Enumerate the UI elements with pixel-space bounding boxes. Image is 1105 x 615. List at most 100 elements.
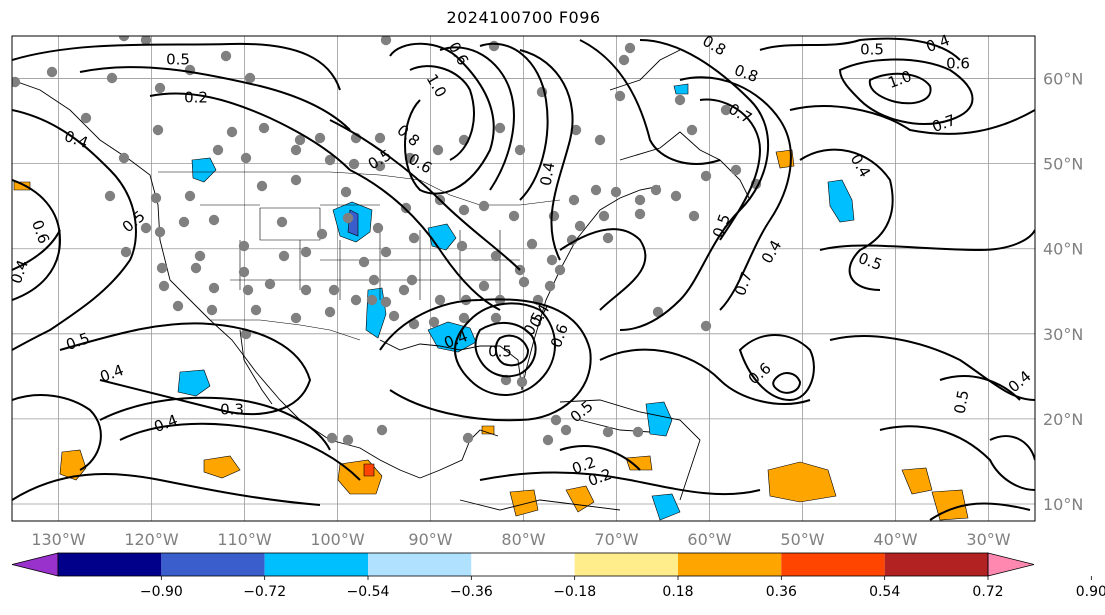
political-borders xyxy=(158,171,561,341)
map-title: 2024100700 F096 xyxy=(446,8,601,27)
station-dot xyxy=(244,72,256,84)
station-dot xyxy=(314,132,326,144)
colorbar-segment xyxy=(574,553,678,576)
station-dot xyxy=(158,280,170,292)
colorbar-tick-label: −0.36 xyxy=(450,584,493,600)
station-dot xyxy=(380,36,392,46)
station-dot xyxy=(240,152,252,164)
station-dot xyxy=(300,284,312,296)
station-dot xyxy=(700,320,712,332)
contour-label: 0.4 xyxy=(537,161,559,188)
station-dot xyxy=(340,186,352,198)
station-dot xyxy=(602,232,614,244)
station-dot xyxy=(478,200,490,212)
station-dot xyxy=(514,144,526,156)
station-dot xyxy=(602,426,614,438)
station-dot xyxy=(374,132,386,144)
colorbar-tick-label: −0.54 xyxy=(347,584,390,600)
lon-tick-label: 130°W xyxy=(31,530,86,549)
station-dot xyxy=(46,66,58,78)
station-dot xyxy=(566,234,578,246)
station-dot xyxy=(488,40,500,52)
lon-tick-label: 90°W xyxy=(408,530,452,549)
positive-shading xyxy=(13,149,969,521)
station-dot xyxy=(494,122,506,134)
contour-label: 0.5 xyxy=(860,41,884,59)
station-dot xyxy=(226,126,238,138)
station-dot xyxy=(526,238,538,250)
station-dot xyxy=(206,304,218,316)
station-dot xyxy=(670,190,682,202)
colorbar-segment xyxy=(58,553,162,576)
latitude-labels: 60°N 50°N 40°N 30°N 20°N 10°N xyxy=(1043,70,1083,514)
station-dot xyxy=(554,264,566,276)
station-dot xyxy=(406,274,418,286)
map-frame xyxy=(11,35,1036,522)
station-dot xyxy=(156,262,168,274)
station-dot xyxy=(120,246,132,258)
colorbar xyxy=(11,552,1092,580)
station-dot xyxy=(154,82,166,94)
station-dot xyxy=(456,240,468,252)
station-dot xyxy=(278,250,290,262)
station-dot xyxy=(380,296,392,308)
lat-tick-label: 60°N xyxy=(1043,70,1083,89)
station-dot xyxy=(548,210,560,222)
contour-label: 0.5 xyxy=(166,51,190,69)
lon-tick-label: 70°W xyxy=(594,530,638,549)
station-dot xyxy=(500,374,512,386)
lon-tick-label: 60°W xyxy=(687,530,731,549)
contour-label: 0.2 xyxy=(184,89,208,107)
lon-tick-label: 100°W xyxy=(310,530,365,549)
station-dot xyxy=(590,184,602,196)
station-dot xyxy=(632,426,644,438)
station-dot xyxy=(652,306,664,318)
station-dot xyxy=(730,164,742,176)
lon-tick-label: 80°W xyxy=(501,530,545,549)
lat-tick-label: 50°N xyxy=(1043,155,1083,174)
coastlines xyxy=(12,49,751,511)
station-dot xyxy=(388,310,400,322)
station-dot xyxy=(720,104,732,116)
station-dot xyxy=(328,284,340,296)
colorbar-tick-label: 0.18 xyxy=(662,584,693,600)
colorbar-tick-labels: −0.90 −0.72 −0.54 −0.36 −0.18 0.18 0.36 0.54 0.7… xyxy=(140,584,1105,600)
station-dot xyxy=(106,72,118,84)
station-dot xyxy=(568,194,580,206)
station-dot xyxy=(208,282,220,294)
station-dot xyxy=(428,316,440,328)
lon-tick-label: 110°W xyxy=(217,530,272,549)
station-dot xyxy=(238,240,250,252)
colorbar-tick-label: −0.72 xyxy=(243,584,286,600)
station-dot xyxy=(624,42,636,54)
station-dot xyxy=(290,144,302,156)
colorbar-frame xyxy=(57,552,989,577)
station-dot xyxy=(264,278,276,290)
station-dot xyxy=(618,54,630,66)
station-dot xyxy=(104,190,116,202)
station-dot xyxy=(574,220,586,232)
station-dots xyxy=(12,36,762,446)
station-dot xyxy=(686,124,698,136)
colorbar-segment xyxy=(884,553,988,576)
station-dot xyxy=(178,216,190,228)
station-dot xyxy=(348,158,360,170)
station-dot xyxy=(458,204,470,216)
station-dot xyxy=(358,256,370,268)
station-dot xyxy=(12,76,21,88)
station-dot xyxy=(374,160,386,172)
lat-tick-label: 20°N xyxy=(1043,410,1083,429)
station-dot xyxy=(650,184,662,196)
colorbar-tick-label: 0.36 xyxy=(766,584,797,600)
station-dot xyxy=(154,226,166,238)
colorbar-segment xyxy=(368,553,472,576)
station-dot xyxy=(342,434,354,446)
station-dot xyxy=(276,216,288,228)
station-dot xyxy=(212,144,224,156)
contour-label: 0.5 xyxy=(488,343,512,361)
colorbar-segment xyxy=(161,553,265,576)
station-dot xyxy=(674,94,686,106)
lat-tick-label: 10°N xyxy=(1043,495,1083,514)
station-dot xyxy=(324,306,336,318)
station-dot xyxy=(184,190,196,202)
